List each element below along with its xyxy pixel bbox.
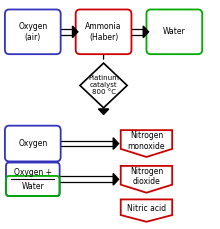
Text: Nitric acid: Nitric acid (127, 204, 166, 213)
Polygon shape (121, 166, 172, 193)
Text: Nitrogen
dioxide: Nitrogen dioxide (130, 167, 163, 186)
FancyBboxPatch shape (6, 163, 60, 196)
FancyBboxPatch shape (5, 9, 61, 54)
FancyBboxPatch shape (147, 9, 202, 54)
Text: Oxygen +: Oxygen + (14, 168, 52, 177)
FancyBboxPatch shape (76, 9, 131, 54)
Polygon shape (113, 174, 119, 185)
Text: Oxygen
(air): Oxygen (air) (18, 22, 48, 41)
Polygon shape (72, 26, 78, 38)
Text: Oxygen: Oxygen (18, 139, 48, 148)
Text: Nitrogen
monoxide: Nitrogen monoxide (128, 131, 165, 150)
Text: Ammonia
(Haber): Ammonia (Haber) (85, 22, 122, 41)
Polygon shape (80, 63, 127, 108)
FancyBboxPatch shape (5, 126, 61, 161)
Polygon shape (98, 109, 109, 114)
Text: Water: Water (163, 27, 186, 36)
Polygon shape (113, 138, 119, 149)
Text: Water: Water (21, 182, 44, 191)
Polygon shape (121, 130, 172, 157)
Polygon shape (143, 26, 148, 38)
Polygon shape (121, 199, 172, 222)
Text: Platinum
catalyst
800 °C: Platinum catalyst 800 °C (88, 75, 119, 95)
